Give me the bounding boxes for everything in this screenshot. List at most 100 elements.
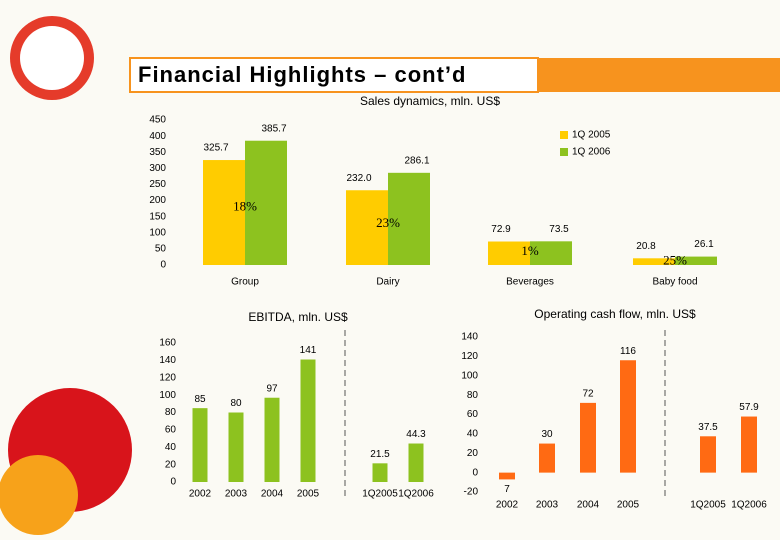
- x-tick-label: 1Q2005: [362, 489, 398, 500]
- y-tick-label: 140: [159, 355, 176, 366]
- legend-swatch: [560, 148, 568, 156]
- bar: [346, 190, 388, 265]
- x-tick-label: 1Q2005: [690, 500, 726, 511]
- x-tick-label: Beverages: [506, 277, 554, 288]
- bar: [300, 359, 316, 482]
- chart-title: Operating cash flow, mln. US$: [534, 307, 696, 321]
- data-label: 80: [230, 398, 242, 409]
- data-label: 7: [504, 484, 510, 495]
- y-tick-label: -20: [464, 487, 479, 498]
- y-tick-label: 100: [461, 370, 478, 381]
- x-tick-label: 2004: [577, 500, 600, 511]
- data-label: 286.1: [404, 155, 429, 166]
- orange: [0, 455, 78, 535]
- y-tick-label: 400: [149, 131, 166, 142]
- data-label: 141: [300, 345, 317, 356]
- data-label: 72.9: [491, 224, 511, 235]
- y-tick-label: 50: [155, 244, 167, 255]
- logo-inner: [20, 26, 84, 90]
- data-label: 325.7: [203, 143, 228, 154]
- x-tick-label: 2002: [189, 489, 212, 500]
- bar: [264, 397, 280, 482]
- data-label: 72: [582, 389, 594, 400]
- y-tick-label: 140: [461, 332, 478, 343]
- annotation: 25%: [663, 252, 687, 267]
- y-tick-label: 100: [159, 390, 176, 401]
- x-tick-label: Dairy: [376, 277, 399, 288]
- y-tick-label: 160: [159, 338, 176, 349]
- data-label: 30: [541, 429, 553, 440]
- y-tick-label: 0: [472, 467, 478, 478]
- y-tick-label: 120: [159, 372, 176, 383]
- annotation: 1%: [521, 243, 539, 258]
- x-tick-label: 2002: [496, 500, 519, 511]
- bar: [700, 436, 716, 473]
- y-tick-label: 300: [149, 163, 166, 174]
- data-label: 20.8: [636, 241, 656, 252]
- annotation: 18%: [233, 198, 257, 213]
- y-tick-label: 80: [165, 407, 177, 418]
- legend-swatch: [560, 131, 568, 139]
- data-label: 116: [620, 346, 636, 357]
- data-label: 26.1: [694, 239, 714, 250]
- bar: [488, 241, 530, 265]
- data-label: 232.0: [346, 173, 371, 184]
- y-tick-label: 20: [165, 459, 177, 470]
- y-tick-label: 100: [149, 227, 166, 238]
- x-tick-label: 2004: [261, 489, 284, 500]
- bar: [372, 463, 388, 482]
- data-label: 44.3: [406, 429, 426, 440]
- legend-label: 1Q 2005: [572, 130, 611, 141]
- bar: [192, 408, 208, 482]
- y-tick-label: 0: [170, 477, 176, 488]
- y-tick-label: 350: [149, 147, 166, 158]
- bar: [675, 256, 717, 265]
- y-tick-label: 150: [149, 211, 166, 222]
- bar: [620, 360, 636, 473]
- data-label: 57.9: [739, 402, 759, 413]
- y-tick-label: 40: [467, 429, 479, 440]
- data-label: 37.5: [698, 422, 718, 433]
- data-label: 97: [266, 383, 278, 394]
- y-tick-label: 20: [467, 448, 479, 459]
- y-tick-label: 200: [149, 195, 166, 206]
- bar: [530, 241, 572, 265]
- annotation: 23%: [376, 215, 400, 230]
- y-tick-label: 0: [160, 260, 166, 271]
- data-label: 21.5: [370, 449, 390, 460]
- title-strip: [538, 58, 780, 92]
- bar: [580, 402, 596, 473]
- bar: [408, 443, 424, 482]
- bar: [203, 160, 245, 265]
- x-tick-label: 2005: [297, 489, 320, 500]
- chart-title: EBITDA, mln. US$: [248, 310, 348, 324]
- data-label: 73.5: [549, 224, 569, 235]
- x-tick-label: 2003: [536, 500, 559, 511]
- bar: [741, 416, 757, 473]
- bar: [539, 443, 555, 473]
- bar: [228, 412, 244, 482]
- slide-title: Financial Highlights – cont’d: [138, 62, 466, 87]
- x-tick-label: Group: [231, 277, 259, 288]
- y-tick-label: 120: [461, 351, 478, 362]
- y-tick-label: 60: [165, 425, 177, 436]
- x-tick-label: 1Q2006: [398, 489, 434, 500]
- y-tick-label: 250: [149, 179, 166, 190]
- x-tick-label: 1Q2006: [731, 500, 767, 511]
- bar: [499, 472, 515, 480]
- y-tick-label: 40: [165, 442, 177, 453]
- x-tick-label: 2003: [225, 489, 248, 500]
- data-label: 385.7: [261, 123, 286, 134]
- chart-title: Sales dynamics, mln. US$: [360, 94, 500, 108]
- x-tick-label: Baby food: [652, 277, 697, 288]
- y-tick-label: 80: [467, 390, 479, 401]
- legend-label: 1Q 2006: [572, 147, 611, 158]
- data-label: 85: [194, 394, 206, 405]
- bar: [633, 258, 675, 265]
- bar: [388, 172, 430, 265]
- bar: [245, 140, 287, 265]
- title-frame: [129, 57, 539, 93]
- x-tick-label: 2005: [617, 500, 640, 511]
- y-tick-label: 450: [149, 115, 166, 126]
